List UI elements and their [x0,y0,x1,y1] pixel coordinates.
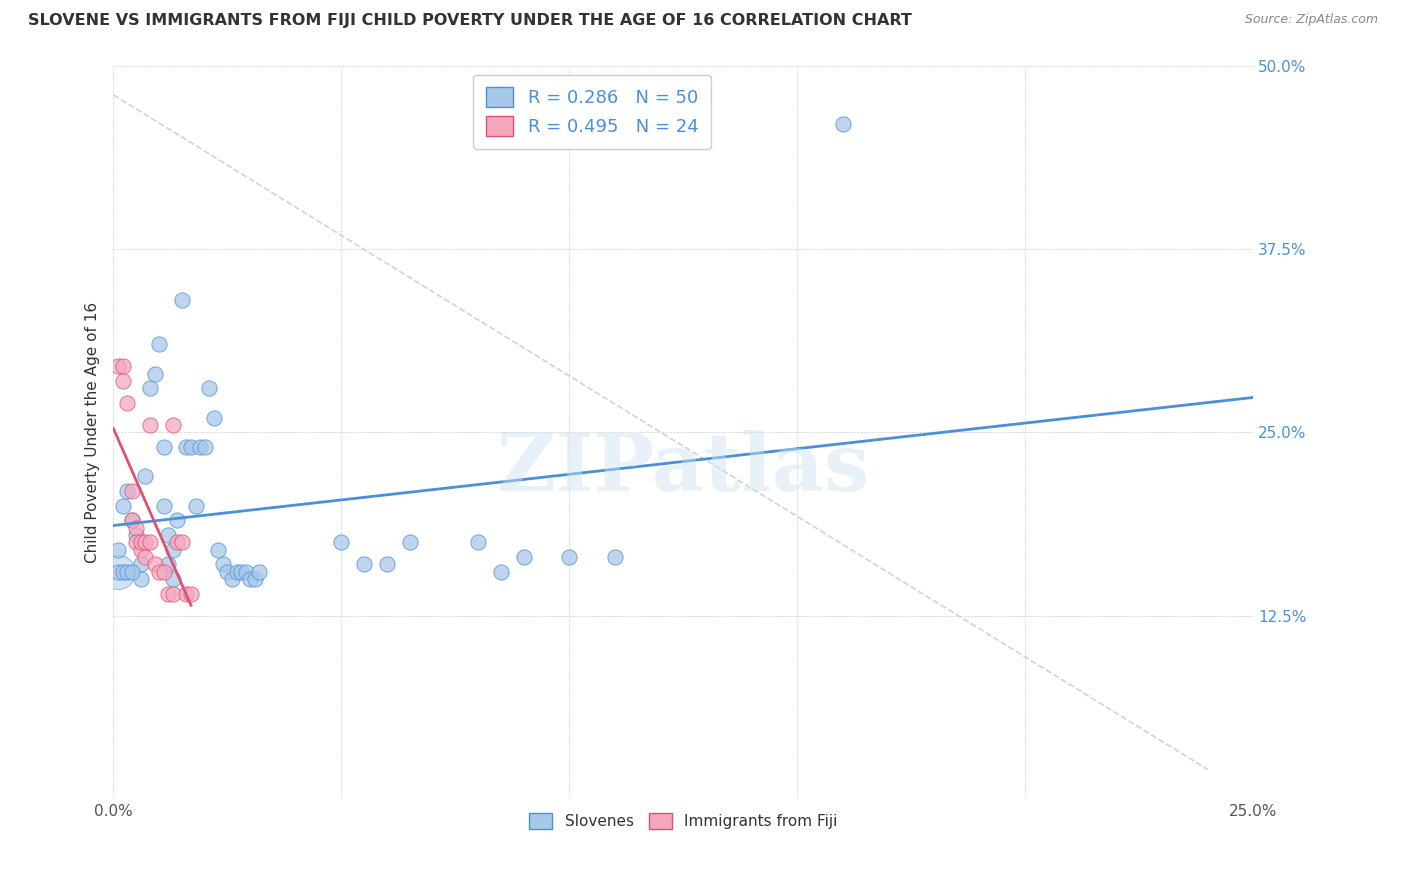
Point [152,565,174,579]
Text: ZIPatlas: ZIPatlas [498,430,869,508]
Point [107,565,129,579]
Point [125,535,148,549]
Point [225,565,247,579]
Point [129,558,152,572]
Point [398,535,420,549]
Point [139,535,162,549]
Point [198,381,221,395]
Point [107,542,129,557]
Point [115,483,138,498]
Point [180,440,202,454]
Point [170,535,193,549]
Point [212,558,235,572]
Point [148,565,170,579]
Point [247,565,270,579]
Point [157,528,180,542]
Point [166,513,188,527]
Point [143,367,166,381]
Point [188,440,211,454]
Point [489,565,512,579]
Text: Source: ZipAtlas.com: Source: ZipAtlas.com [1244,13,1378,27]
Point [194,440,217,454]
Point [129,572,152,586]
Point [134,549,156,564]
Point [832,117,855,131]
Point [129,542,152,557]
Point [180,586,202,600]
Point [235,565,257,579]
Legend: Slovenes, Immigrants from Fiji: Slovenes, Immigrants from Fiji [523,807,844,835]
Point [231,565,253,579]
Point [375,558,398,572]
Point [121,513,143,527]
Point [166,535,188,549]
Point [170,293,193,308]
Point [139,381,162,395]
Point [162,586,184,600]
Point [111,499,134,513]
Point [176,586,198,600]
Point [243,572,266,586]
Point [157,586,180,600]
Point [513,549,536,564]
Point [129,535,152,549]
Point [467,535,489,549]
Point [184,499,207,513]
Point [239,572,262,586]
Y-axis label: Child Poverty Under the Age of 16: Child Poverty Under the Age of 16 [86,301,100,563]
Point [139,417,162,432]
Point [558,549,581,564]
Point [111,359,134,374]
Point [330,535,353,549]
Text: SLOVENE VS IMMIGRANTS FROM FIJI CHILD POVERTY UNDER THE AGE OF 16 CORRELATION CH: SLOVENE VS IMMIGRANTS FROM FIJI CHILD PO… [28,13,912,29]
Point [217,565,239,579]
Point [107,359,129,374]
Point [134,469,156,483]
Point [111,565,134,579]
Point [162,542,184,557]
Point [157,558,180,572]
Point [111,374,134,388]
Point [121,483,143,498]
Point [115,565,138,579]
Point [221,572,243,586]
Point [121,513,143,527]
Point [176,440,198,454]
Point [125,528,148,542]
Point [107,565,129,579]
Point [353,558,375,572]
Point [152,499,174,513]
Point [207,542,229,557]
Point [125,520,148,534]
Point [162,417,184,432]
Point [603,549,626,564]
Point [162,572,184,586]
Point [202,410,225,425]
Point [152,440,174,454]
Point [143,558,166,572]
Point [134,535,156,549]
Point [121,565,143,579]
Point [115,396,138,410]
Point [148,337,170,351]
